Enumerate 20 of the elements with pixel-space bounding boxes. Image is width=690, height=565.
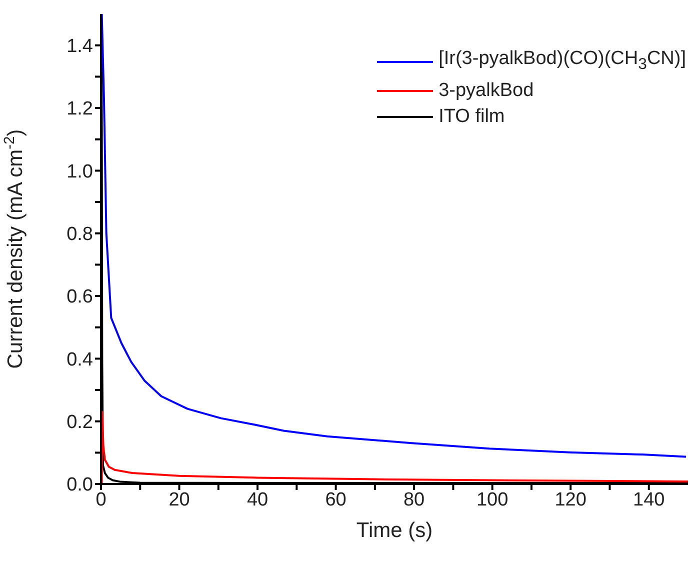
x-tick-label: 0: [96, 489, 106, 510]
x-axis-title: Time (s): [356, 519, 433, 542]
y-tick-label: 1.4: [66, 36, 94, 58]
y-tick-label: 1.0: [66, 161, 93, 182]
y-tick-label: 0.8: [66, 224, 93, 246]
x-tick-label: 20: [168, 489, 190, 510]
y-tick-label: 0.4: [66, 349, 94, 370]
x-tick-label: 60: [325, 489, 346, 510]
x-tick-label: 120: [554, 489, 586, 510]
legend-label: 3-pyalkBod: [438, 78, 534, 103]
y-tick-label: 0.0: [66, 474, 93, 496]
y-tick-label: 0.6: [66, 286, 93, 308]
y-tick-label: 1.2: [66, 98, 93, 120]
legend-label: [Ir(3-pyalkBod)(CO)(CH$_{3}$CN)]: [438, 47, 686, 75]
y-tick-label: 0.2: [66, 412, 93, 434]
x-tick-label: 140: [633, 489, 665, 510]
x-tick-label: 80: [403, 489, 425, 510]
x-tick-label: 40: [246, 489, 268, 510]
legend-label: ITO film: [438, 104, 505, 129]
x-tick-label: 100: [476, 489, 508, 510]
